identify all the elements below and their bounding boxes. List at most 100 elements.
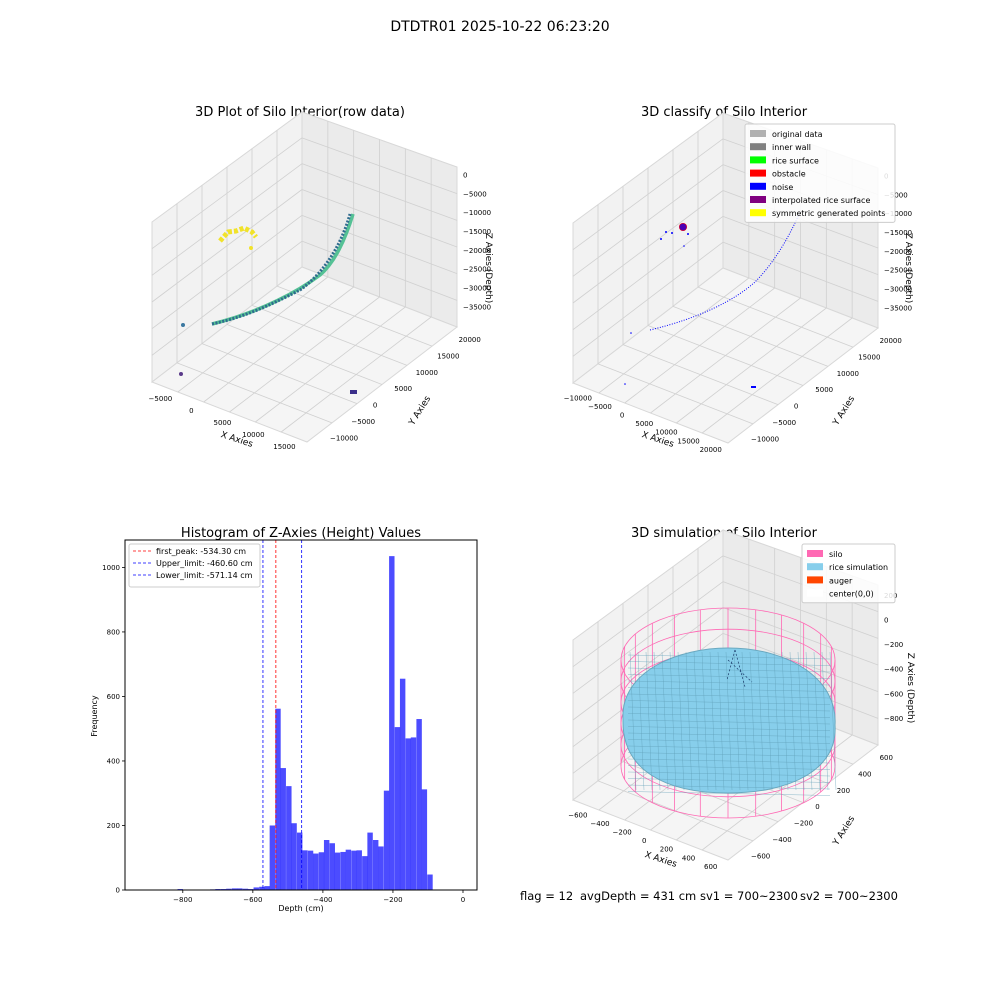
classify-plot-ylabel: Y Axies [831,394,857,428]
legend-frame [801,543,896,604]
histogram-bar [313,853,319,890]
histogram-bar [329,843,335,890]
x-tick-label: −600 [243,896,262,904]
histogram-bar [231,888,238,890]
rice-mesh-line [627,745,831,751]
rice-mesh-line [661,651,669,791]
y-tick-label: 1000 [102,564,120,572]
rice-mesh-line [669,651,677,791]
rice-mesh-line [693,651,701,791]
z-tick-label: −10000 [884,210,912,218]
noise-point [624,383,626,385]
silo-wireframe [620,607,837,819]
gridline [151,137,303,249]
x-tick-label: 15000 [273,443,295,451]
z-tick-label: −15000 [884,229,912,237]
y-tick-label: 400 [858,770,871,778]
histogram-bar [351,850,357,890]
gridline [697,286,854,348]
rice-mesh-line [797,651,805,791]
y-tick-label: 10000 [837,370,859,378]
z-tick-label: −600 [884,690,903,698]
footer-sv2: sv2 = 700~2300 [800,889,898,903]
rice-mesh-line [627,739,831,744]
z-tick-label: −400 [884,666,903,674]
histogram-bar [356,850,362,890]
y-tick-label: −5000 [772,419,796,427]
noise-point [665,231,667,233]
rice-mesh-line [627,771,831,777]
x-tick-label: 0 [461,896,465,904]
legend-swatch [807,550,823,557]
histogram-bar [340,851,346,890]
rice-mesh-line [627,765,831,770]
gridline [276,285,433,347]
classify-plot-points [624,211,801,388]
simulation-plot-zlabel: Z Axies (Depth) [905,653,915,724]
rice-mesh-line [765,651,773,791]
legend-label: first_peak: -534.30 cm [156,547,246,556]
x-tick-label: 0 [620,412,624,420]
y-tick-label: 0 [116,887,120,895]
histogram-x-ticks: −800 −600 −400 −200 0 [173,890,465,904]
noise-point [751,386,756,388]
noise-point [671,232,673,234]
x-tick-label: −400 [590,820,609,828]
legend-swatch [750,196,766,203]
z-tick-label: −35000 [463,303,491,311]
z-tick-label: −20000 [463,247,491,255]
noise-point [683,245,685,247]
histogram-bar [269,825,276,890]
histogram-bar [318,852,325,890]
outlier-point [179,372,183,376]
panel-histogram: Histogram of Z-Axies (Height) Values −80… [90,526,478,913]
y-tick-label: −200 [794,820,813,828]
classify-plot-title: 3D classify of Silo Interior [641,105,808,120]
x-tick-label: 10000 [655,429,677,437]
y-tick-label: 800 [107,628,120,636]
legend-label: rice simulation [829,563,888,572]
z-tick-label: 0 [463,172,467,180]
histogram-bar [291,823,297,890]
rice-mesh-line [627,693,831,699]
yellow-cluster [218,225,258,243]
histogram-bar [253,887,259,890]
histogram-xlabel: Depth (cm) [278,904,323,913]
histogram-bar [307,850,314,890]
histogram-bar [378,846,384,890]
y-tick-label: 0 [373,402,377,410]
z-tick-label: −25000 [884,267,912,275]
z-tick-label: −25000 [463,266,491,274]
noise-point [687,233,689,235]
z-tick-label: −35000 [884,304,912,312]
histogram-bar [345,849,352,890]
rice-mesh-line [627,732,831,738]
z-tick-label: −30000 [884,285,912,293]
histogram-bar [394,727,401,890]
rice-mesh-line [627,700,831,705]
x-tick-label: −200 [613,829,632,837]
noise-point [679,223,687,231]
rice-mesh-line [773,651,781,791]
rice-mesh-line [709,651,717,791]
y-tick-label: 15000 [858,353,880,361]
legend-swatch [750,169,766,177]
rice-mesh-line [627,680,831,686]
histogram-bar [416,719,422,890]
z-tick-label: −10000 [463,209,491,217]
z-tick-label: −30000 [463,284,491,292]
y-tick-label: 20000 [880,337,902,345]
rice-mesh-line [701,651,709,791]
outlier-point [181,323,185,327]
y-tick-label: −600 [751,853,770,861]
gridline [572,555,724,667]
histogram-bar [362,856,368,890]
histogram-bar [421,789,428,890]
rice-mesh-line [757,651,765,791]
histogram-bar [405,738,411,890]
y-tick-label: 20000 [459,336,481,344]
x-tick-label: 0 [189,407,193,415]
y-tick-label: 10000 [416,369,438,377]
x-tick-label: 200 [660,846,673,854]
legend-label: original data [772,130,823,139]
